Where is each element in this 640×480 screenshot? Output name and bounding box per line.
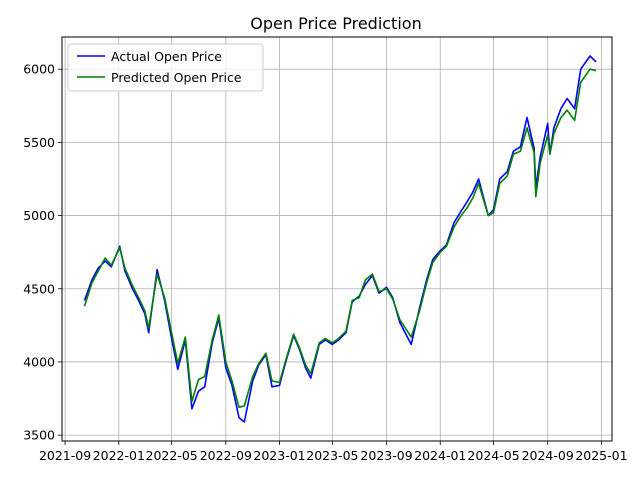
y-tick-label: 4500 [23,281,55,296]
series-line-predicted [83,68,597,409]
plot-frame [61,36,613,442]
x-tick-label: 2021-09 [39,448,91,463]
y-tick-label: 5000 [23,208,55,223]
legend: Actual Open Price Predicted Open Price [67,43,264,92]
x-tick-label: 2023-09 [360,448,412,463]
x-tick-label: 2023-05 [306,448,358,463]
y-tick-label: 6000 [23,62,55,77]
x-tick-label: 2023-01 [253,448,305,463]
x-tick-label: 2024-09 [522,448,574,463]
series-line-actual [83,55,597,423]
x-tick-label: 2022-01 [93,448,145,463]
x-tick-label: 2025-01 [575,448,627,463]
y-tick-label: 3500 [23,428,55,443]
axis-ticks: 2021-09 2022-01 2022-05 2022-09 2023-01 2023-… [23,62,627,463]
x-tick-label: 2022-09 [200,448,252,463]
legend-label-predicted: Predicted Open Price [111,70,242,85]
legend-label-actual: Actual Open Price [111,49,222,64]
chart-title: Open Price Prediction [250,14,421,33]
legend-box [67,43,264,92]
y-tick-label: 5500 [23,135,55,150]
x-tick-label: 2022-05 [146,448,198,463]
series-lines [83,55,597,423]
y-tick-label: 4000 [23,354,55,369]
x-tick-label: 2024-05 [467,448,519,463]
grid [62,37,612,441]
x-tick-label: 2024-01 [414,448,466,463]
